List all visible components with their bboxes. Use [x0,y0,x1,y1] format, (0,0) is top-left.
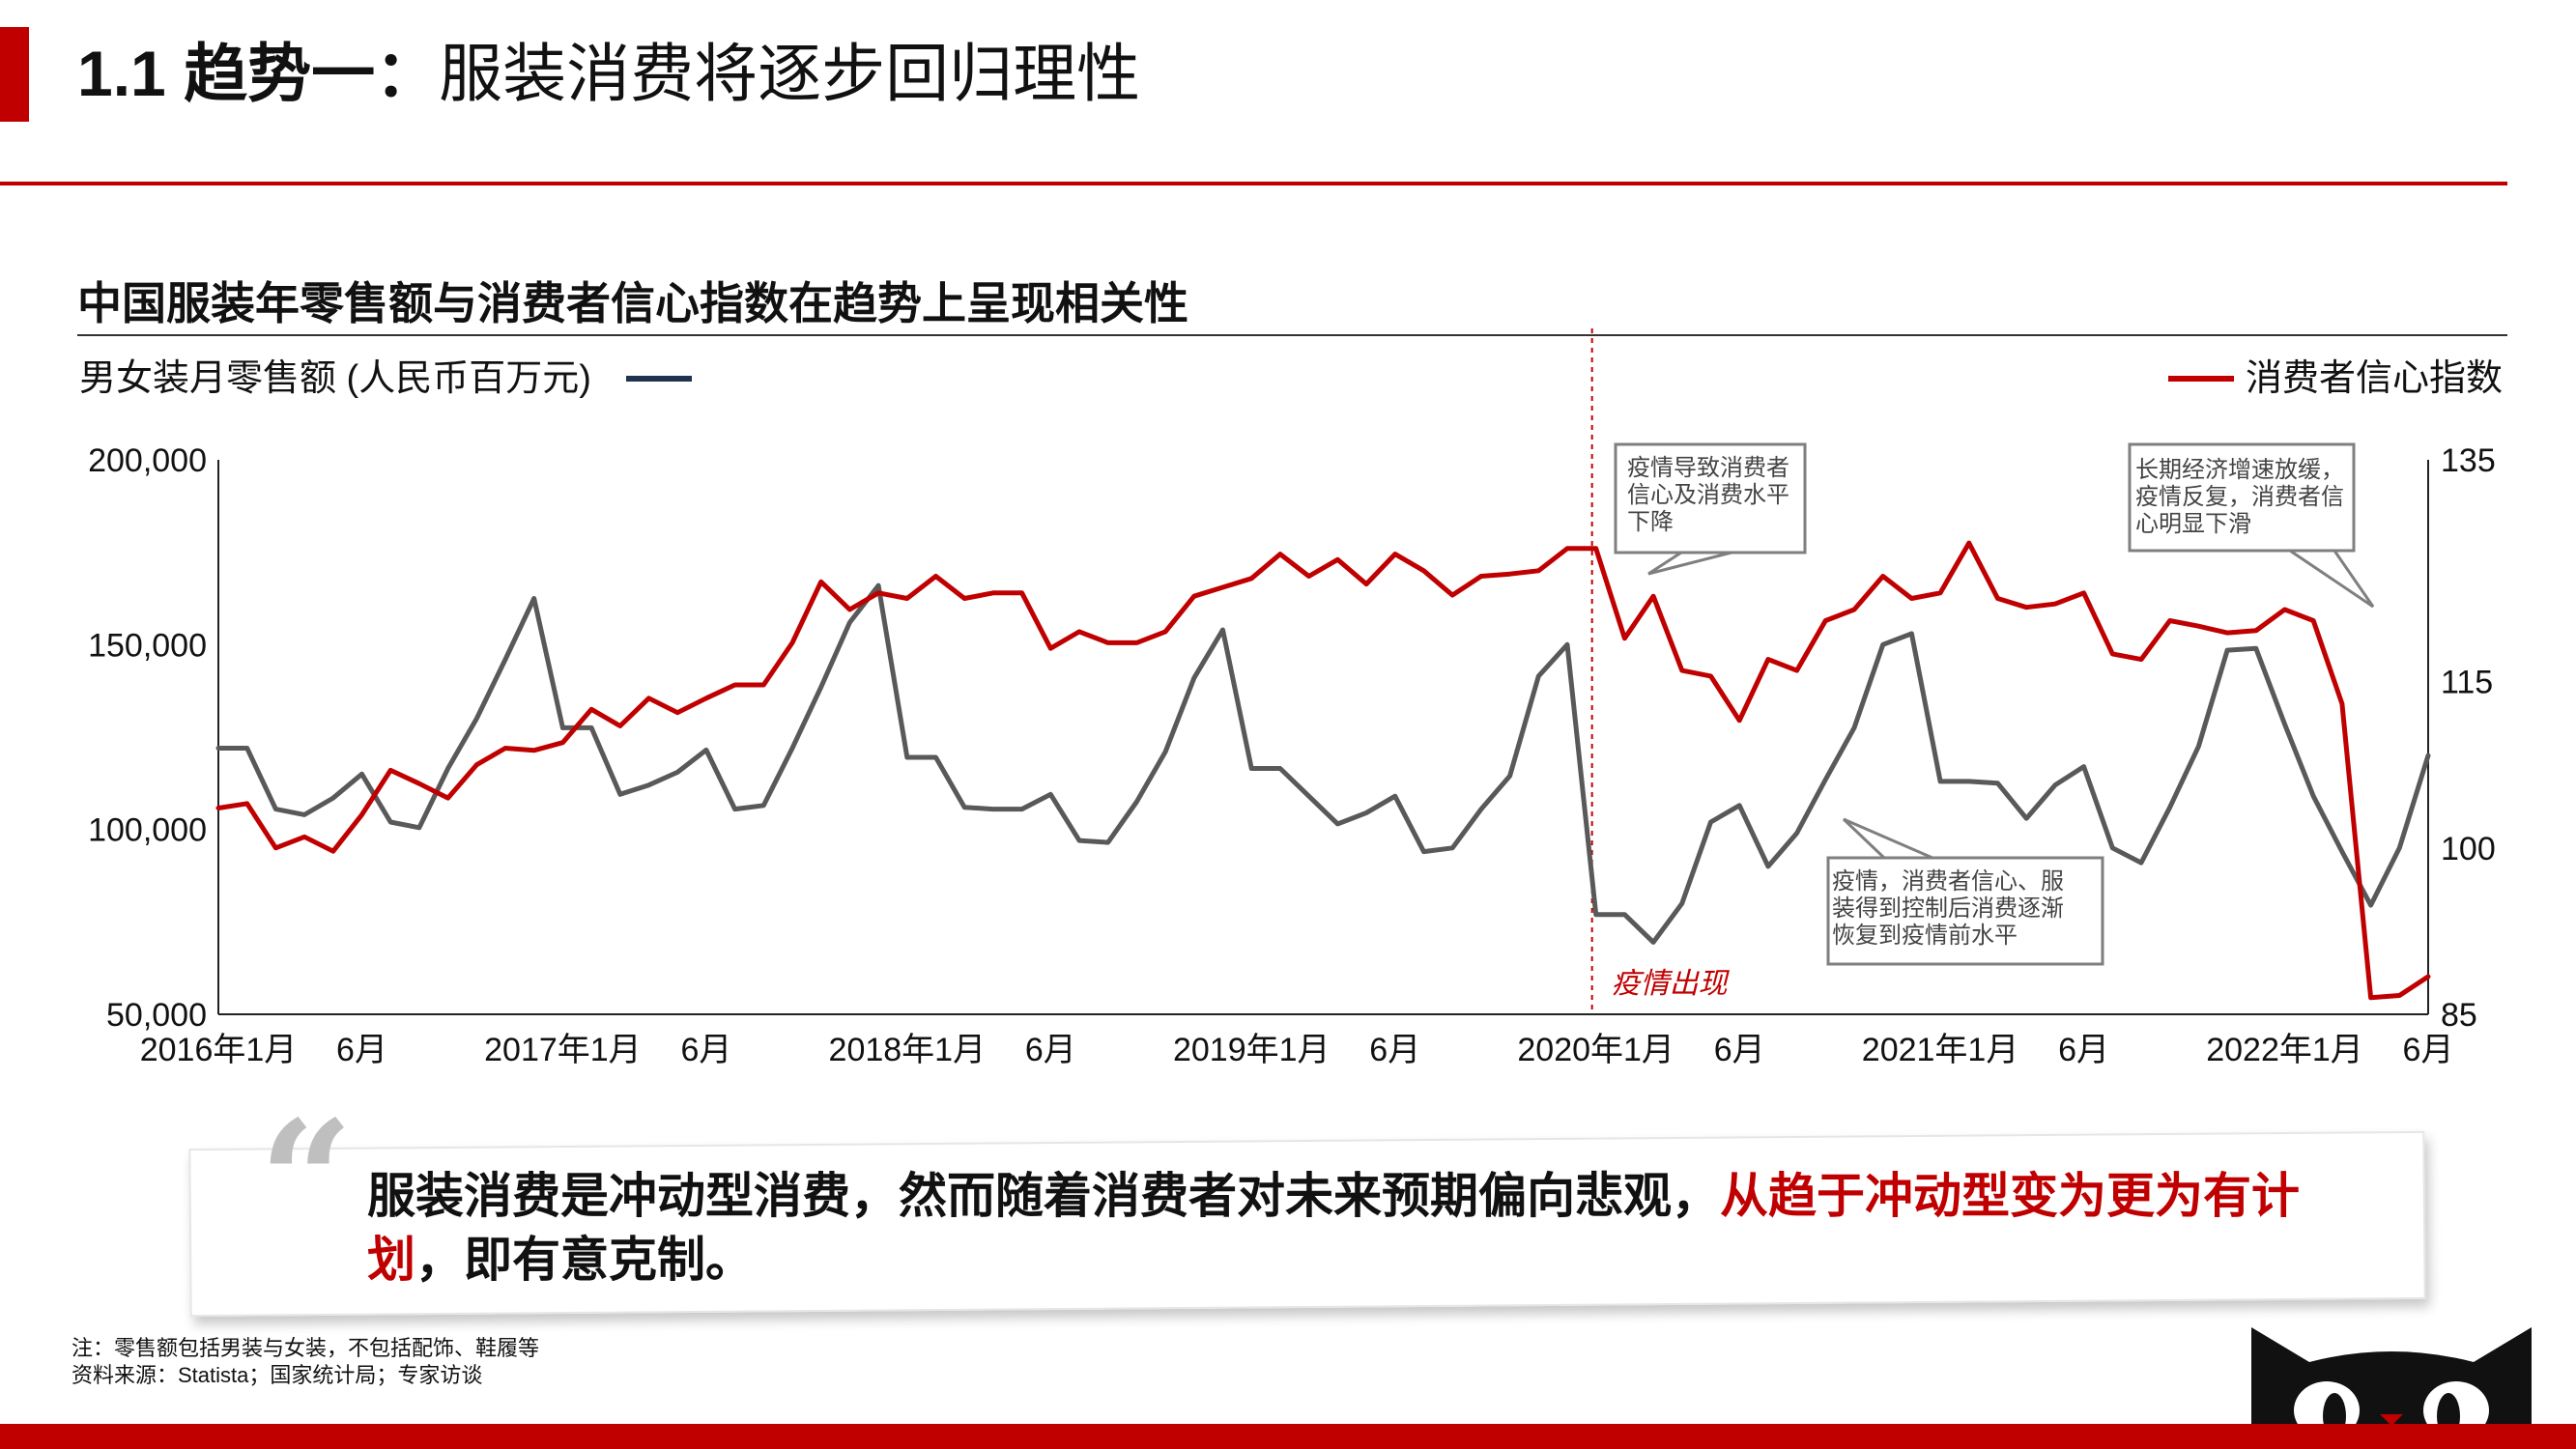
x-tick-label: 6月 [1714,1032,1765,1068]
x-tick-label: 6月 [680,1032,731,1068]
series-line-apparel-retail [215,582,2431,945]
callout-text-end: ，即有意克制。 [415,1233,754,1287]
chart-title: 中国服装年零售额与消费者信心指数在趋势上呈现相关性 [77,278,1188,328]
x-tick-label: 2019年1月 [1173,1032,1331,1068]
right-y-tick-label: 85 [2441,997,2477,1034]
x-tick-label: 2017年1月 [484,1032,642,1068]
footnotes: 注：零售额包括男装与女装，不包括配饰、鞋履等 资料来源：Statista；国家统… [72,1335,539,1389]
annotation-pointer [1842,817,1933,860]
callout-text-highlight: 从趋于冲动型变为更为有计划 [367,1169,2300,1287]
annotation-text-line: 心明显下滑 [2135,511,2251,537]
quote-mark-icon: “ [259,1085,354,1278]
x-tick-label: 6月 [336,1032,387,1068]
x-tick-label: 6月 [2403,1032,2454,1068]
footnote-source: 资料来源：Statista；国家统计局；专家访谈 [72,1363,483,1387]
page-title-text: 服装消费将逐步回归理性 [439,38,1141,109]
x-tick-label: 6月 [2058,1032,2109,1068]
x-tick-label: 6月 [1025,1032,1076,1068]
annotation-text-line: 疫情导致消费者 [1627,455,1789,481]
series-line-consumer-confidence [215,540,2431,1001]
x-tick-label: 2021年1月 [1862,1032,2019,1068]
annotation-text-line: 长期经济增速放缓， [2135,457,2344,483]
annotation-text-line: 疫情反复，消费者信 [2135,484,2344,510]
callout-text: 服装消费是冲动型消费，然而随着消费者对未来预期偏向悲观，从趋于冲动型变为更为有计… [367,1164,2348,1292]
x-tick-label: 6月 [1369,1032,1420,1068]
chart-title-underline [77,334,2507,336]
page-title-number: 1.1 趋势一： [77,38,440,109]
annotation-text-line: 装得到控制后消费逐渐 [1832,895,2064,922]
annotation-text-line: 疫情，消费者信心、服 [1832,868,2064,895]
x-tick-label: 2018年1月 [829,1032,987,1068]
annotation-pointer [2285,549,2375,609]
title-divider [0,182,2507,185]
annotation-box [1826,856,2104,966]
annotation-pointer [1647,551,1732,576]
x-tick-label: 2022年1月 [2206,1032,2363,1068]
annotation-text-line: 下降 [1627,509,1674,535]
left-axis-legend-label: 男女装月零售额 (人民币百万元) [79,358,591,399]
right-axis-legend-label: 消费者信心指数 [2246,358,2503,399]
x-tick-label: 2016年1月 [140,1032,298,1068]
left-y-tick-label: 150,000 [88,627,207,664]
annotation-box [2128,442,2356,553]
callout-text-normal: 服装消费是冲动型消费，然而随着消费者对未来预期偏向悲观， [367,1169,1720,1223]
annotation-text-line: 恢复到疫情前水平 [1832,923,2018,949]
left-y-tick-label: 50,000 [106,997,207,1034]
bottom-accent-bar [0,1424,2576,1449]
x-tick-label: 2020年1月 [1517,1032,1674,1068]
dual-axis-line-chart: 200,000 150,000 100,000 50,000 135 115 100 85 20… [79,328,2503,1068]
event-marker-label: 疫情出现 [1612,968,1731,1000]
footnote-note: 注：零售额包括男装与女装，不包括配饰、鞋履等 [72,1336,540,1360]
left-y-tick-label: 100,000 [88,812,207,849]
annotation-box [1614,442,1807,554]
right-y-tick-label: 135 [2441,442,2496,479]
right-y-tick-label: 100 [2441,831,2496,867]
right-y-tick-label: 115 [2441,665,2493,701]
page-title: 1.1 趋势一：服装消费将逐步回归理性 [77,29,1140,118]
tmall-cat-logo-icon [2251,1327,2532,1430]
title-accent-bar [0,27,29,122]
annotation-text-line: 信心及消费水平 [1627,482,1789,508]
left-y-tick-label: 200,000 [88,442,207,479]
